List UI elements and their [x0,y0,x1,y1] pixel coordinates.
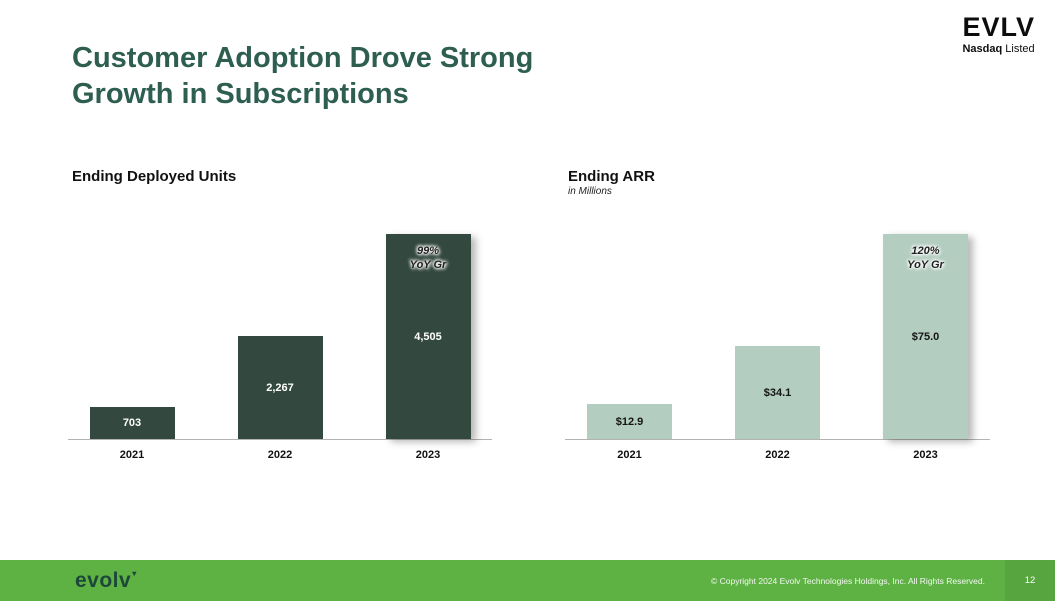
bar-2021: 703 [89,407,175,439]
x-axis-label-2022: 2022 [267,449,293,461]
yoy-growth-annotation: 99% YoY Gr [409,245,447,272]
bar-value-label: 703 [122,417,142,429]
chart-heading-deployed-units: Ending Deployed Units [72,168,236,185]
yoy-growth-annotation: 120% YoY Gr [907,245,944,272]
chart-title: Ending Deployed Units [72,168,237,185]
x-axis-label-2023: 2023 [913,449,938,461]
slide-title-line1: Customer Adoption Drove Strong [72,42,534,74]
exchange-name: Nasdaq [962,43,1003,55]
copyright-text: © Copyright 2024 Evolv Technologies Hold… [710,575,985,586]
ticker-symbol: EVLV [962,12,1035,42]
bar-value-label: 4,505 [414,330,442,343]
nasdaq-listing-logo: EVLV Nasdaq Listed [962,12,1035,56]
bar-2022: 2,267 [237,336,323,439]
footer-bar: evolv▾ © Copyright 2024 Evolv Technologi… [0,560,1055,601]
x-axis-label-2021: 2021 [617,449,642,461]
bar-value-label: $34.1 [763,386,792,399]
bar-chart-deployed-units: 703 2,267 4,505 99% YoY Gr 2021 2022 2023 [68,234,492,461]
x-axis-labels: 2021 2022 2023 [68,441,492,461]
evolv-logo-text: evolv [75,569,132,592]
evolv-logo: evolv▾ [75,569,137,592]
chart-heading-arr: Ending ARR in Millions [568,168,655,197]
x-axis-labels: 2021 2022 2023 [565,441,990,461]
bar-2023: $75.0 120% YoY Gr [883,234,968,439]
exchange-label: Nasdaq Listed [962,43,1035,55]
bar-value-label: 2,267 [266,381,294,394]
bar-chart-arr: $12.9 $34.1 $75.0 120% YoY Gr 2021 2022 2023 [565,234,990,461]
slide-title-line2: Growth in Subscriptions [72,78,409,111]
chart-title: Ending ARR [568,168,655,185]
bar-2021: $12.9 [587,404,672,439]
chart-subtitle: in Millions [568,186,612,197]
x-axis-label-2021: 2021 [119,449,145,461]
bar-value-label: $12.9 [615,415,644,428]
x-axis-label-2023: 2023 [415,449,441,461]
bar-2023: 4,505 99% YoY Gr [385,234,471,439]
bar-2022: $34.1 [735,346,820,439]
page-number: 12 [1005,560,1055,601]
bar-value-label: $75.0 [911,330,940,343]
slide-title: Customer Adoption Drove Strong Growth in… [72,40,533,113]
x-axis-label-2022: 2022 [765,449,790,461]
exchange-listed-text: Listed [1002,43,1035,55]
bars-container: $12.9 $34.1 $75.0 120% YoY Gr [565,234,990,439]
evolv-logo-mark: ▾ [132,569,137,578]
bars-container: 703 2,267 4,505 99% YoY Gr [68,234,492,439]
